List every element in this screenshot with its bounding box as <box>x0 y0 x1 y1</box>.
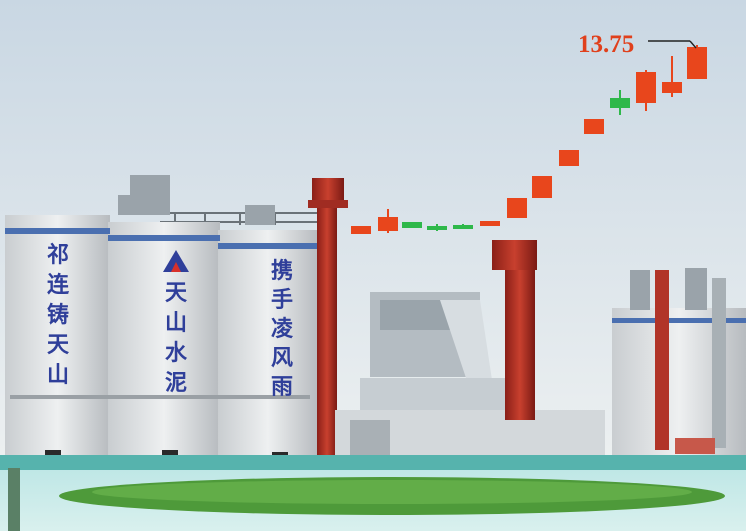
silo-top-equipment <box>118 175 275 225</box>
candle <box>532 176 552 198</box>
candle <box>687 45 707 79</box>
lawn-highlight <box>92 480 692 504</box>
triangle-logo-icon <box>163 250 189 272</box>
left-post <box>8 468 20 531</box>
candle-body <box>402 222 422 228</box>
silo-character: 天 <box>165 281 188 306</box>
candle-body <box>378 217 398 231</box>
candle <box>636 70 656 111</box>
candle <box>351 226 371 234</box>
candle <box>507 198 527 218</box>
price-label-leader-tick <box>689 40 697 49</box>
silo-character: 山 <box>47 363 69 388</box>
candle-body <box>559 150 579 166</box>
silo-character: 天 <box>47 333 70 358</box>
silo-character: 铸 <box>47 302 69 328</box>
candle <box>480 221 500 226</box>
candle <box>662 56 682 97</box>
candle <box>559 150 579 166</box>
candle-body <box>662 82 682 93</box>
price-label: 13.75 <box>578 31 634 58</box>
silo-character: 山 <box>165 311 187 336</box>
candlestick-series <box>351 45 707 234</box>
silo-character: 风 <box>271 346 293 371</box>
red-tower-left <box>308 178 348 466</box>
candle <box>584 119 604 134</box>
silo-character: 携 <box>271 258 293 284</box>
silo-character: 泥 <box>165 371 187 396</box>
candle-body <box>351 226 371 234</box>
silo-character: 水 <box>165 341 188 366</box>
candle <box>610 90 630 115</box>
silo-character: 雨 <box>271 375 293 400</box>
candle-body <box>584 119 604 134</box>
candle-body <box>636 72 656 103</box>
red-tower-center <box>492 240 537 420</box>
silo-character: 凌 <box>271 317 294 342</box>
candle-body <box>610 98 630 108</box>
silo-character: 祁 <box>47 242 69 268</box>
candle <box>402 222 422 228</box>
candle-body <box>507 198 527 218</box>
candle <box>427 224 447 231</box>
candle <box>378 209 398 233</box>
silo-group-left <box>5 215 318 472</box>
silo-group-right <box>612 268 746 468</box>
candle <box>453 224 473 229</box>
candle-body <box>480 221 500 226</box>
ground-wall <box>0 455 746 473</box>
candle-body <box>427 226 447 230</box>
candle-body <box>687 47 707 79</box>
silo-character: 手 <box>271 288 293 313</box>
candle-body <box>453 225 473 229</box>
candle-body <box>532 176 552 198</box>
silo-character: 连 <box>47 272 70 298</box>
